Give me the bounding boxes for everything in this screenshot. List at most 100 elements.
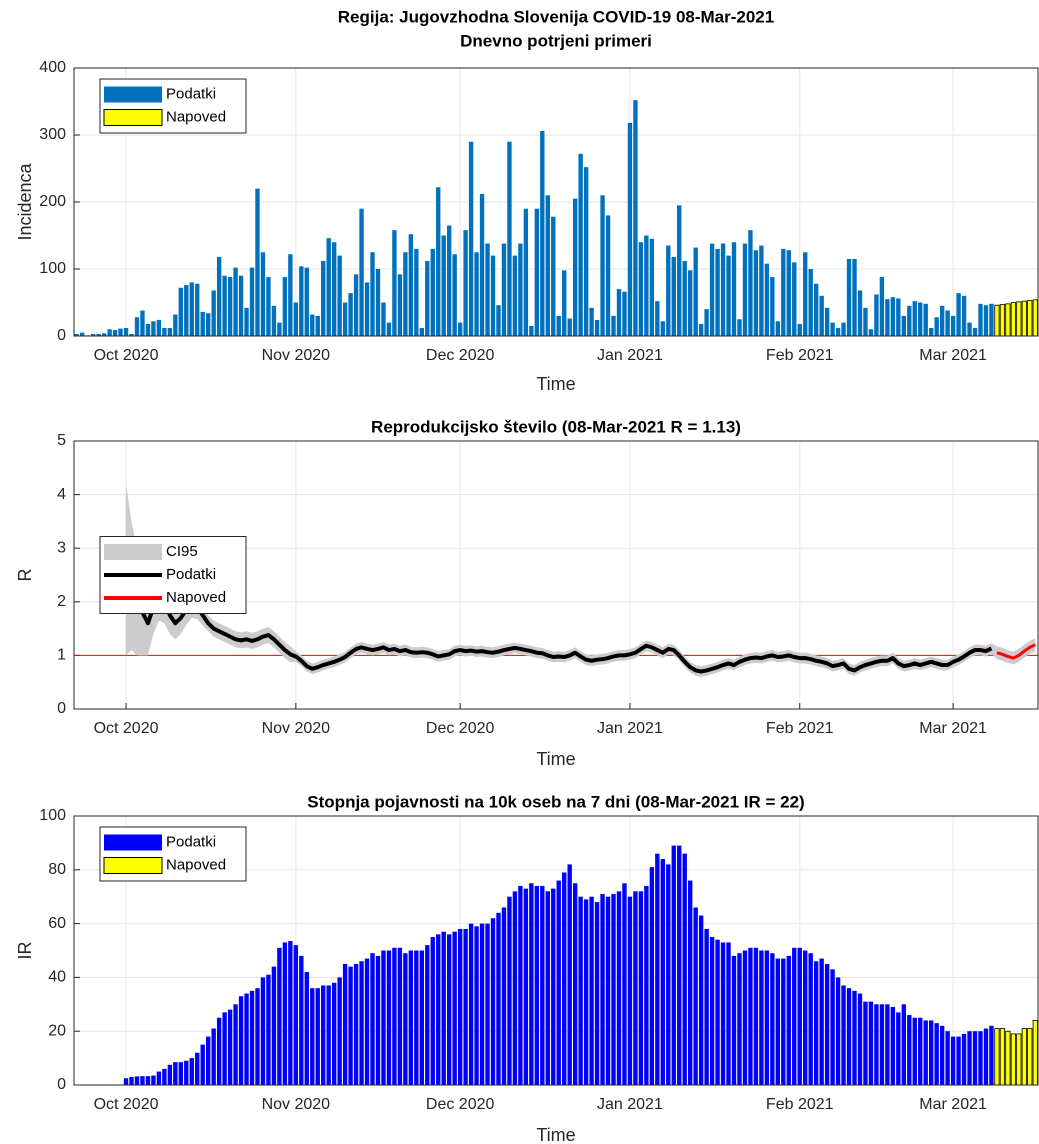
bar	[709, 937, 715, 1085]
y-tick-label: 2	[57, 593, 66, 610]
bar	[353, 963, 359, 1085]
bar	[200, 1044, 205, 1085]
bar	[939, 305, 945, 336]
x-tick-label: Jan 2021	[597, 720, 663, 737]
chart-title: Stopnja pojavnosti na 10k oseb na 7 dni …	[307, 792, 804, 811]
bar	[879, 277, 885, 336]
bar	[929, 327, 934, 336]
bar	[408, 950, 414, 1085]
bar	[216, 256, 222, 336]
legend: Podatki Napoved	[99, 826, 247, 882]
bar	[879, 1004, 885, 1085]
line	[124, 568, 993, 674]
bar	[890, 297, 896, 336]
bar	[156, 1071, 162, 1085]
bar	[266, 974, 271, 1085]
bar	[430, 248, 435, 336]
bar	[540, 130, 545, 336]
bar	[206, 313, 211, 336]
bar	[123, 1078, 129, 1085]
x-axis-label: Time	[536, 749, 575, 769]
bar	[436, 187, 441, 336]
bar	[572, 883, 578, 1085]
bar	[90, 333, 96, 336]
bar	[660, 859, 665, 1085]
bar	[512, 255, 518, 336]
bar	[945, 310, 950, 336]
bar	[961, 295, 967, 336]
x-tick-label: Feb 2021	[766, 720, 834, 737]
bar	[118, 328, 123, 336]
bar	[140, 1076, 145, 1085]
bar	[605, 215, 611, 336]
bar	[425, 260, 430, 336]
legend-swatch	[104, 834, 162, 851]
bar	[852, 990, 857, 1085]
bar	[282, 277, 288, 336]
y-tick-label: 200	[39, 193, 66, 210]
x-tick-label: Jan 2021	[597, 347, 663, 364]
bar	[293, 945, 299, 1085]
bar	[583, 167, 589, 336]
bar	[271, 966, 277, 1085]
bar	[704, 928, 709, 1085]
bar	[299, 955, 304, 1085]
bar	[644, 235, 649, 336]
bar	[835, 977, 841, 1085]
bar	[660, 321, 665, 336]
bar	[386, 322, 392, 336]
bar	[353, 274, 359, 336]
bar	[726, 255, 731, 336]
bar	[671, 845, 676, 1085]
bar	[518, 243, 523, 336]
bar	[156, 319, 162, 336]
bar	[950, 315, 956, 336]
bar	[677, 845, 682, 1085]
bar	[74, 333, 79, 336]
bar	[698, 915, 704, 1085]
bar	[698, 323, 704, 336]
bar	[403, 953, 408, 1085]
bar	[1027, 300, 1033, 337]
bar	[655, 301, 660, 336]
bar	[896, 1012, 901, 1085]
x-axis-label: Time	[536, 374, 575, 394]
bar	[781, 958, 786, 1085]
bar	[364, 958, 370, 1085]
legend-label: Napoved	[166, 108, 226, 125]
x-axis-label: Time	[536, 1125, 575, 1144]
bar	[507, 896, 512, 1085]
bar	[206, 1036, 211, 1085]
bar	[764, 263, 770, 336]
bar	[688, 270, 693, 336]
bar	[496, 912, 501, 1085]
bar	[813, 961, 819, 1085]
bar	[759, 245, 764, 336]
bar	[381, 950, 386, 1085]
bar	[770, 277, 775, 336]
subplot: 0 20 40 60 80 100 Oct 2020 Nov 2020 Dec 2020 Jan …	[15, 792, 1039, 1144]
bar	[414, 950, 419, 1085]
bar	[622, 883, 627, 1085]
bar	[441, 931, 446, 1085]
bar	[282, 942, 288, 1085]
bar	[107, 329, 112, 336]
bar	[216, 1017, 222, 1085]
bar	[534, 885, 540, 1085]
bar	[781, 248, 786, 336]
bar	[507, 141, 512, 336]
bar	[726, 942, 731, 1085]
bar	[249, 990, 255, 1085]
bar	[392, 947, 397, 1085]
bar	[1005, 303, 1011, 337]
bar	[934, 317, 939, 336]
y-tick-label: 20	[48, 1022, 66, 1039]
bar	[770, 953, 775, 1085]
y-tick-label: 4	[57, 486, 66, 503]
bar	[425, 945, 430, 1085]
bar	[994, 304, 1000, 337]
subplot: 0 1 2 3 4 5 Oct 2020 Nov 2020 Dec 2020 Jan 2021 Fe…	[15, 417, 1039, 769]
bar	[200, 311, 205, 336]
bar	[929, 1020, 934, 1085]
x-tick-label: Dec 2020	[426, 347, 495, 364]
